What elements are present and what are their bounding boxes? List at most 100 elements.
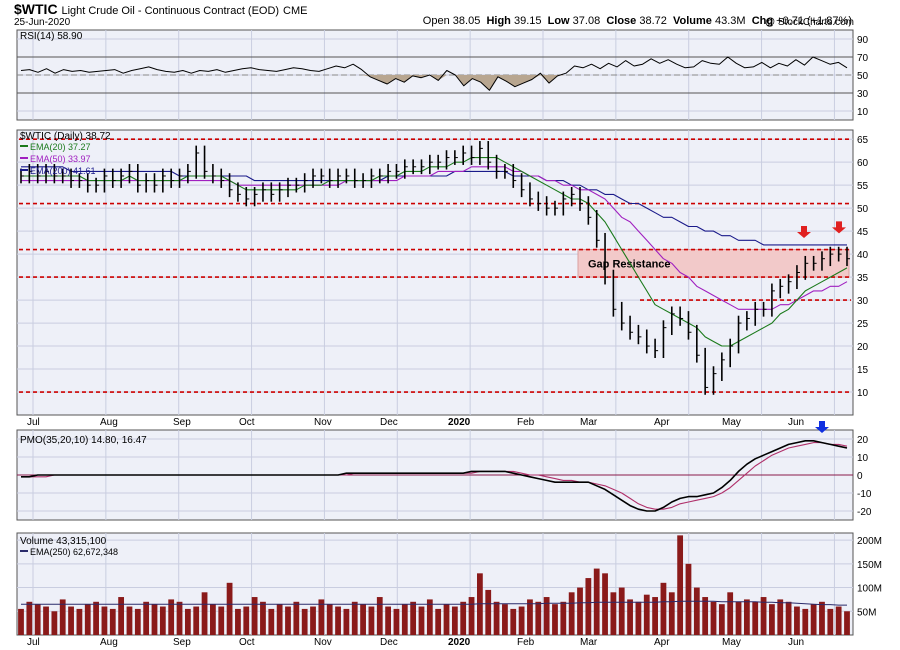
volume-value: 43.3M xyxy=(715,15,746,27)
red-arrow-marker xyxy=(797,226,811,239)
volume-tick-label: 200M xyxy=(857,536,882,547)
volume-ema-line xyxy=(21,600,847,606)
volume-bar xyxy=(260,601,266,635)
volume-bar xyxy=(485,589,492,635)
volume-bar xyxy=(193,606,200,635)
x-axis-label: Sep xyxy=(173,417,191,428)
volume-bar xyxy=(26,601,33,635)
volume-bar xyxy=(685,563,692,635)
x-axis-label: May xyxy=(722,637,741,648)
x-axis-label: Oct xyxy=(239,417,255,428)
volume-bar xyxy=(268,608,275,635)
volume-bar xyxy=(385,606,392,635)
price-tick-label: 65 xyxy=(857,135,869,146)
volume-bar xyxy=(301,608,308,635)
volume-bar xyxy=(527,599,533,635)
price-tick-label: 15 xyxy=(857,365,869,376)
red-arrow-marker xyxy=(832,221,846,234)
volume-bar xyxy=(568,592,575,635)
price-tick-label: 25 xyxy=(857,319,869,330)
volume-bar xyxy=(635,601,642,635)
volume-bar xyxy=(293,601,300,635)
pmo-legend: PMO(35,20,10) 14.80, 16.47 xyxy=(20,435,147,446)
volume-bar xyxy=(819,601,825,635)
rsi-legend: RSI(14) 58.90 xyxy=(20,31,83,42)
pmo-tick-label: -10 xyxy=(857,489,872,500)
low-label: Low xyxy=(547,15,570,27)
price-tick-label: 20 xyxy=(857,342,869,353)
volume-bar xyxy=(210,604,216,635)
x-axis-label: Dec xyxy=(380,637,398,648)
price-tick-label: 40 xyxy=(857,250,869,261)
instrument-name: Light Crude Oil - Continuous Contract (E… xyxy=(61,5,280,17)
volume-bar xyxy=(109,608,116,635)
x-axis-label: Dec xyxy=(380,417,398,428)
volume-bar xyxy=(535,601,542,635)
ema20-line xyxy=(21,157,848,347)
blue-arrow-marker xyxy=(815,421,829,433)
quote-summary: Open 38.05 High 39.15 Low 37.08 Close 38… xyxy=(423,15,852,27)
volume-bar xyxy=(460,601,467,635)
x-axis-label: Sep xyxy=(173,637,191,648)
high-value: 39.15 xyxy=(513,15,542,27)
volume-bar xyxy=(777,599,784,635)
volume-bar xyxy=(794,606,800,635)
rsi-tick-label: 30 xyxy=(857,89,869,100)
volume-bar xyxy=(827,608,834,635)
x-axis-label: Apr xyxy=(654,637,670,648)
symbol: $WTIC xyxy=(14,1,58,17)
volume-bar xyxy=(543,597,550,635)
watermark: @ StockCharts.com xyxy=(764,17,854,28)
volume-bar xyxy=(552,604,558,635)
rsi-tick-label: 10 xyxy=(857,107,869,118)
volume-bar xyxy=(218,606,225,635)
volume-bar xyxy=(668,592,675,635)
volume-bar xyxy=(126,606,133,635)
volume-bar xyxy=(844,611,850,635)
volume-bar xyxy=(718,604,725,635)
volume-bar xyxy=(702,597,709,635)
rsi-line xyxy=(20,56,848,91)
volume-bar xyxy=(235,608,241,635)
volume-label: Volume xyxy=(673,15,712,27)
volume-bar xyxy=(677,535,684,635)
chg-label: Chg xyxy=(751,15,774,27)
x-axis-label: Feb xyxy=(517,637,535,648)
price-tick-label: 60 xyxy=(857,158,869,169)
x-axis-label: May xyxy=(722,417,741,428)
volume-bar xyxy=(134,608,141,635)
volume-tick-label: 150M xyxy=(857,560,882,571)
volume-bar xyxy=(318,599,325,635)
volume-bar xyxy=(59,599,66,635)
rsi-tick-label: 90 xyxy=(857,35,869,46)
volume-bar xyxy=(276,604,283,635)
volume-bar xyxy=(727,592,734,635)
volume-bar xyxy=(418,606,425,635)
volume-bar xyxy=(118,597,125,635)
low-value: 37.08 xyxy=(572,15,601,27)
volume-bar xyxy=(143,601,150,635)
pmo-tick-label: 10 xyxy=(857,453,869,464)
volume-bar xyxy=(84,604,91,635)
volume-bar xyxy=(310,606,316,635)
volume-bar xyxy=(435,608,442,635)
close-value: 38.72 xyxy=(639,15,667,27)
volume-bar xyxy=(502,604,508,635)
volume-bar xyxy=(184,608,191,635)
volume-bar xyxy=(468,597,475,635)
volume-bar xyxy=(610,592,617,635)
price-tick-label: 45 xyxy=(857,227,869,238)
volume-bar xyxy=(785,601,792,635)
price-tick-label: 10 xyxy=(857,388,869,399)
volume-bar xyxy=(410,601,417,635)
price-tick-label: 30 xyxy=(857,296,869,307)
pmo-line xyxy=(21,439,848,512)
x-axis-label: Aug xyxy=(100,637,118,648)
x-axis-label: Aug xyxy=(100,417,118,428)
volume-bar xyxy=(510,608,517,635)
volume-bar xyxy=(493,601,500,635)
chart-header: $WTIC Light Crude Oil - Continuous Contr… xyxy=(0,0,900,30)
x-axis-label: 2020 xyxy=(448,637,471,648)
x-axis-label: 2020 xyxy=(448,417,471,428)
